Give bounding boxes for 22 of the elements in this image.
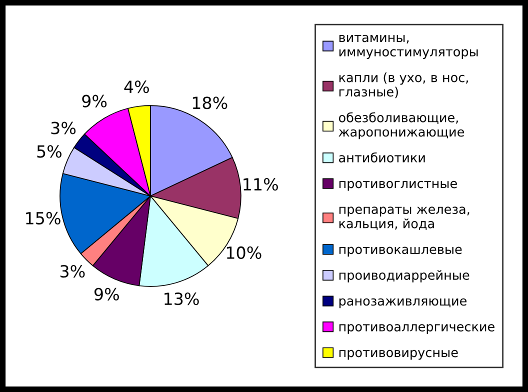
data-label: 9%	[82, 94, 107, 108]
data-label: 3%	[51, 122, 76, 134]
legend-label: противоглистные	[339, 180, 457, 191]
data-label: 3%	[60, 264, 85, 278]
legend-label: проиводиаррейные	[339, 270, 470, 282]
legend-label: обезболивающие, жаропонижающие	[338, 112, 464, 140]
data-label: 11%	[244, 178, 278, 191]
data-label: 15%	[26, 212, 60, 225]
legend-label: противоаллергические	[339, 324, 494, 334]
legend-label: противовирусные	[339, 350, 458, 360]
data-label: 9%	[94, 288, 119, 300]
legend-label: препараты железа, кальция, йода	[339, 206, 470, 230]
legend-label: ранозаживляющие	[339, 298, 466, 308]
data-label: 10%	[226, 246, 262, 259]
legend-label: капли (в ухо, в нос, глазные)	[339, 72, 468, 98]
data-label: 18%	[192, 96, 228, 110]
legend-label: противокашлевые	[339, 246, 462, 257]
legend-label: витамины, иммуностимуляторы	[339, 34, 478, 59]
data-label: 13%	[164, 292, 199, 306]
data-label: 4%	[124, 80, 149, 94]
legend-label: антибиотики	[339, 152, 425, 162]
data-label: 5%	[37, 145, 62, 158]
